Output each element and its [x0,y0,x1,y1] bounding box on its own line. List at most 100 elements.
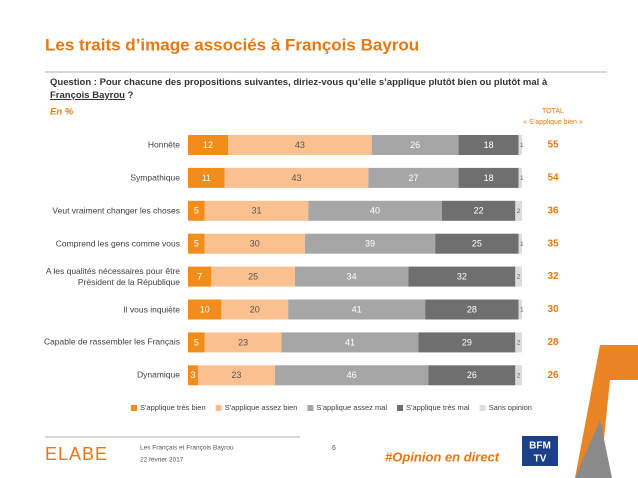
value-label: 26 [410,140,420,150]
total-value: 28 [547,337,559,348]
total-title: TOTAL [542,108,564,115]
value-label: 28 [467,304,477,314]
bar-segment [518,135,522,155]
value-label: 2 [517,340,521,346]
total-value: 55 [547,140,559,151]
value-label: 41 [345,337,355,347]
legend-label: S'applique très bien [140,403,206,412]
footer-date: 22 février 2017 [140,457,184,464]
legend-label: S'applique très mal [406,403,470,412]
bar-segment [204,200,309,221]
bar-segment [294,266,409,287]
value-label: 43 [292,173,302,183]
value-label: 12 [203,140,213,150]
value-label: 1 [520,176,524,182]
total-value: 36 [547,205,559,216]
bar-segment [204,233,305,254]
value-label: 1 [520,143,524,149]
category-label: Comprend les gens comme vous [55,238,180,249]
value-label: 23 [231,370,241,380]
category-label: Veut vraiment changer les choses [52,205,180,216]
bar-segment [188,266,212,287]
value-label: 5 [194,239,199,249]
question-end: ? [127,90,134,101]
value-label: 18 [484,173,494,183]
logo-right-top: BFM [529,441,551,452]
legend-swatch [215,405,222,411]
category-label: A les qualités nécessaires pour être Pré… [45,265,180,287]
value-label: 30 [250,239,260,249]
value-label: 40 [370,206,380,216]
logo-left: ELABE [45,444,108,464]
bar-segment [188,365,199,386]
logo-right-bottom: TV [534,454,547,465]
value-label: 1 [520,308,524,314]
legend-swatch [397,405,404,411]
value-label: 2 [517,275,521,281]
value-label: 27 [408,173,418,183]
bar-segment [304,233,436,254]
bar-segment [198,365,275,386]
bar-segment [188,233,205,254]
bar-segment [211,266,295,287]
bar-segment [518,299,522,320]
bar-segment [515,332,522,353]
legend-label: S'applique assez bien [225,403,298,412]
bar-segment [221,299,289,320]
bar-segment [368,167,459,188]
bar-segment [288,299,426,320]
bar-segment [308,200,442,221]
bar-segment [458,135,519,155]
decoration [575,420,612,478]
category-label: Honnête [147,139,180,150]
bar-segment [188,135,229,155]
value-label: 31 [251,206,261,216]
value-label: 3 [191,370,196,380]
title: Les traits d’image associés à François B… [45,35,419,54]
total-subtitle: « S’applique bien » [523,119,583,126]
bar-segment [371,135,459,155]
bar-segment [435,233,519,254]
value-label: 10 [200,304,210,314]
bar-segment [515,200,522,221]
value-label: 11 [202,173,211,183]
logo-right-box [522,436,558,466]
bar-segment [418,332,516,353]
bar-segment [515,365,522,386]
bar-segment [188,200,205,221]
footer-study: Les Français et François Bayrou [140,445,234,452]
legend-label: Sans opinion [489,403,532,412]
legend-swatch [307,405,314,411]
value-label: 46 [347,370,357,380]
value-label: 25 [248,271,258,281]
category-label: Dynamique [137,369,180,380]
bar-segment [188,299,222,320]
total-value: 35 [547,238,559,249]
value-label: 20 [250,304,260,314]
value-label: 41 [352,304,362,314]
page-number: 6 [332,445,336,452]
category-label: Il vous inquiète [123,304,180,314]
value-label: 34 [347,271,357,281]
value-label: 29 [462,337,472,347]
bar-segment [274,365,429,386]
question: Question : Pour chacune des propositions… [50,76,560,102]
bar-segment [188,332,205,353]
hashtag: #Opinion en direct [385,449,500,464]
bar-segment [515,266,522,287]
bar-segment [458,167,519,188]
value-label: 2 [517,209,521,215]
category-label: Sympathique [130,172,180,183]
total-value: 32 [547,271,559,282]
value-label: 43 [295,140,305,150]
value-label: 39 [365,239,375,249]
value-label: 25 [472,239,482,249]
question-text: Question : Pour chacune des propositions… [50,77,548,88]
bar-segment [228,135,372,155]
total-value: 54 [547,173,559,184]
bar-segment [425,299,519,320]
total-value: 26 [547,370,559,381]
value-label: 32 [457,271,467,281]
value-label: 7 [197,271,202,281]
bar-segment [518,167,522,188]
